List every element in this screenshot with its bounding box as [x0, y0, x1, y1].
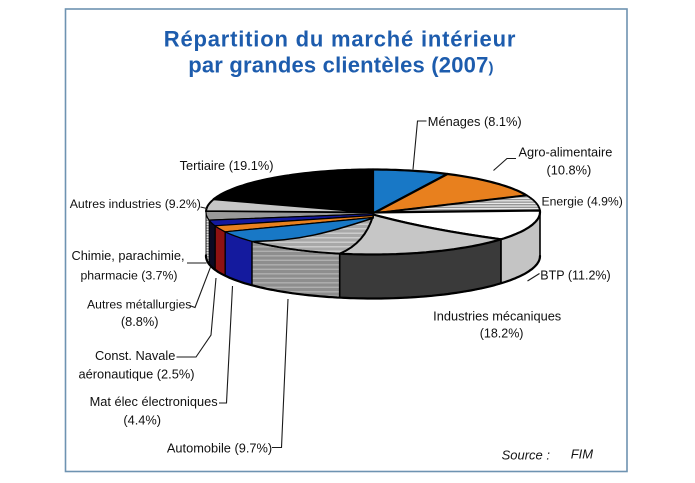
svg-text:pharmacie (3.7%): pharmacie (3.7%) [80, 269, 177, 283]
svg-text:Agro-alimentaire: Agro-alimentaire [518, 145, 612, 160]
svg-text:Autres métallurgies: Autres métallurgies [87, 298, 191, 312]
svg-text:FIM: FIM [571, 447, 594, 462]
svg-text:(18.2%): (18.2%) [480, 327, 524, 341]
svg-text:par grandes clientèles (2007): par grandes clientèles (2007) [188, 53, 494, 78]
svg-text:Répartition du marché intérieu: Répartition du marché intérieur [164, 27, 516, 52]
svg-text:Tertiaire (19.1%): Tertiaire (19.1%) [180, 158, 274, 173]
svg-text:Autres industries (9.2%): Autres industries (9.2%) [70, 197, 201, 211]
svg-text:(10.8%): (10.8%) [546, 163, 591, 178]
svg-text:Industries mécaniques: Industries mécaniques [433, 309, 561, 324]
svg-text:(8.8%): (8.8%) [121, 314, 159, 329]
svg-text:Automobile (9.7%): Automobile (9.7%) [167, 441, 272, 456]
svg-text:Energie (4.9%): Energie (4.9%) [542, 195, 623, 209]
svg-text:Const. Navale: Const. Navale [95, 348, 175, 363]
svg-text:Chimie, parachimie,: Chimie, parachimie, [71, 248, 184, 263]
svg-text:BTP (11.2%): BTP (11.2%) [540, 269, 610, 283]
svg-text:Mat élec électroniques: Mat élec électroniques [90, 394, 218, 409]
svg-text:aéronautique (2.5%): aéronautique (2.5%) [79, 367, 195, 382]
svg-text:Ménages (8.1%): Ménages (8.1%) [428, 114, 522, 129]
svg-text:Source :: Source : [502, 448, 551, 463]
svg-text:(4.4%): (4.4%) [123, 413, 161, 428]
